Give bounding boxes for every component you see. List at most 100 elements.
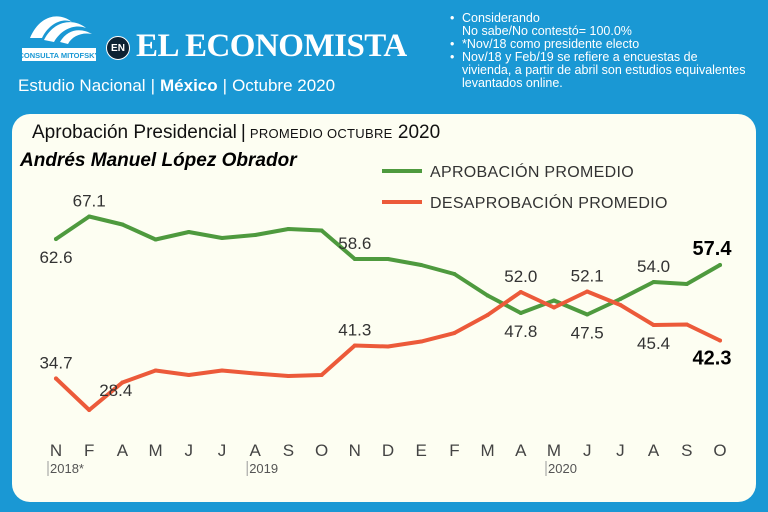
disapproval-point [386, 344, 390, 349]
approval-point [518, 311, 523, 315]
disapproval-data-label: 28.4 [99, 381, 132, 400]
disapproval-point [319, 373, 324, 377]
x-tick-label: A [250, 441, 262, 460]
disapproval-point [684, 322, 689, 327]
disapproval-point [286, 374, 291, 378]
x-tick-label: J [218, 441, 227, 460]
disapproval-point [220, 368, 224, 373]
disapproval-point [120, 380, 125, 385]
disapproval-data-label: 41.3 [338, 321, 371, 340]
x-tick-label: O [315, 441, 328, 460]
approval-data-label: 62.6 [39, 248, 72, 267]
approval-data-label: 47.8 [504, 322, 537, 341]
approval-point [452, 272, 457, 276]
approval-data-label: 67.1 [73, 192, 106, 211]
x-tick-label: F [84, 441, 94, 460]
approval-point [618, 297, 623, 301]
data-label-layer: 62.6 67.1 58.6 47.8 47.5 54.0 57.4 34.7 28.4 41.3… [39, 192, 732, 401]
logo-swoosh-2 [44, 22, 86, 42]
approval-point [485, 293, 490, 298]
x-tick-label: A [515, 441, 527, 460]
approval-point [120, 222, 125, 227]
x-tick-label: D [382, 441, 394, 460]
disapproval-point [552, 305, 556, 310]
year-label: 2020 [548, 461, 577, 476]
note-text: No sabe/No contestó= 100.0% [462, 24, 632, 38]
approval-point [153, 237, 158, 242]
logo-swoosh-1 [30, 16, 72, 38]
x-tick-label: M [547, 441, 561, 460]
disapproval-point [352, 343, 357, 348]
approval-point [386, 257, 390, 261]
x-tick-label: E [416, 441, 427, 460]
study-country: México [160, 76, 218, 95]
header: CONSULTA MITOFSKY EN EL ECONOMISTA Estud… [0, 0, 768, 112]
chart-card: Aprobación Presidencial | PROMEDIO OCTUBRE… [12, 114, 756, 502]
year-label: 2019 [249, 461, 278, 476]
approval-point [352, 257, 357, 261]
x-tick-label: A [648, 441, 660, 460]
approval-point [54, 237, 58, 241]
x-tick-label: J [185, 441, 194, 460]
note-text: Considerando [462, 11, 540, 25]
x-tick-label: M [149, 441, 163, 460]
legend-label-approval: APROBACIÓN PROMEDIO [430, 162, 634, 181]
x-tick-label: F [449, 441, 459, 460]
approval-point [186, 230, 191, 234]
logo-text: CONSULTA MITOFSKY [20, 51, 98, 60]
approval-data-label: 47.5 [571, 324, 604, 343]
disapproval-point [585, 289, 590, 294]
study-line: Estudio Nacional | México | Octubre 2020 [18, 76, 335, 96]
disapproval-point [253, 371, 258, 376]
disapproval-point [618, 303, 623, 307]
disapproval-series-line [54, 289, 722, 412]
disapproval-data-label: 52.0 [504, 267, 537, 286]
disapproval-point [87, 408, 92, 412]
x-tick-label: N [50, 441, 62, 460]
disapproval-point [54, 376, 58, 381]
x-tick-label: J [583, 441, 592, 460]
logo-text-bar [22, 48, 96, 61]
year-label: 2018* [50, 461, 84, 476]
disapproval-point [153, 368, 158, 373]
chart-title-main: Aprobación Presidencial [32, 122, 237, 143]
study-period: Octubre 2020 [232, 76, 336, 95]
logo-swoosh-3 [60, 30, 92, 44]
x-axis: N F A M J J A S O N D E F M A M J J A S O 2018* 2019 2020 [47, 441, 727, 476]
approval-data-label: 54.0 [637, 257, 670, 276]
x-tick-label: S [283, 441, 294, 460]
disapproval-point [485, 313, 490, 317]
disapproval-point [186, 373, 191, 377]
disapproval-point [452, 331, 457, 335]
chart-title: Aprobación Presidencial | PROMEDIO OCTUBRE… [32, 122, 440, 144]
consulta-mitofsky-logo: CONSULTA MITOFSKY [20, 16, 98, 61]
study-separator: | [222, 76, 228, 95]
approval-point [319, 228, 324, 233]
chart-title-separator: | [240, 122, 246, 143]
approval-point [651, 280, 656, 284]
disapproval-point [518, 290, 523, 294]
note-item: *Nov/18 como presidente electo [450, 38, 750, 52]
study-prefix: Estudio Nacional [18, 76, 146, 95]
en-badge: EN [106, 36, 130, 60]
approval-point [87, 214, 92, 219]
approval-point [718, 263, 722, 267]
approval-point [552, 298, 556, 303]
legend-label-disapproval: DESAPROBACIÓN PROMEDIO [430, 193, 668, 212]
approval-data-label: 57.4 [693, 238, 733, 260]
approval-point [286, 227, 291, 231]
x-tick-label: A [117, 441, 129, 460]
x-tick-label: S [681, 441, 692, 460]
chart-subject: Andrés Manuel López Obrador [20, 150, 297, 171]
x-tick-label: J [616, 441, 625, 460]
series-layer [54, 214, 722, 412]
x-tick-label: N [349, 441, 361, 460]
study-separator: | [150, 76, 155, 95]
approval-point [419, 263, 424, 267]
disapproval-data-label: 34.7 [39, 354, 72, 373]
approval-point [585, 312, 590, 317]
x-tick-label: O [713, 441, 726, 460]
approval-point [220, 236, 224, 240]
approval-data-label: 58.6 [338, 234, 371, 253]
disapproval-point [651, 323, 656, 327]
